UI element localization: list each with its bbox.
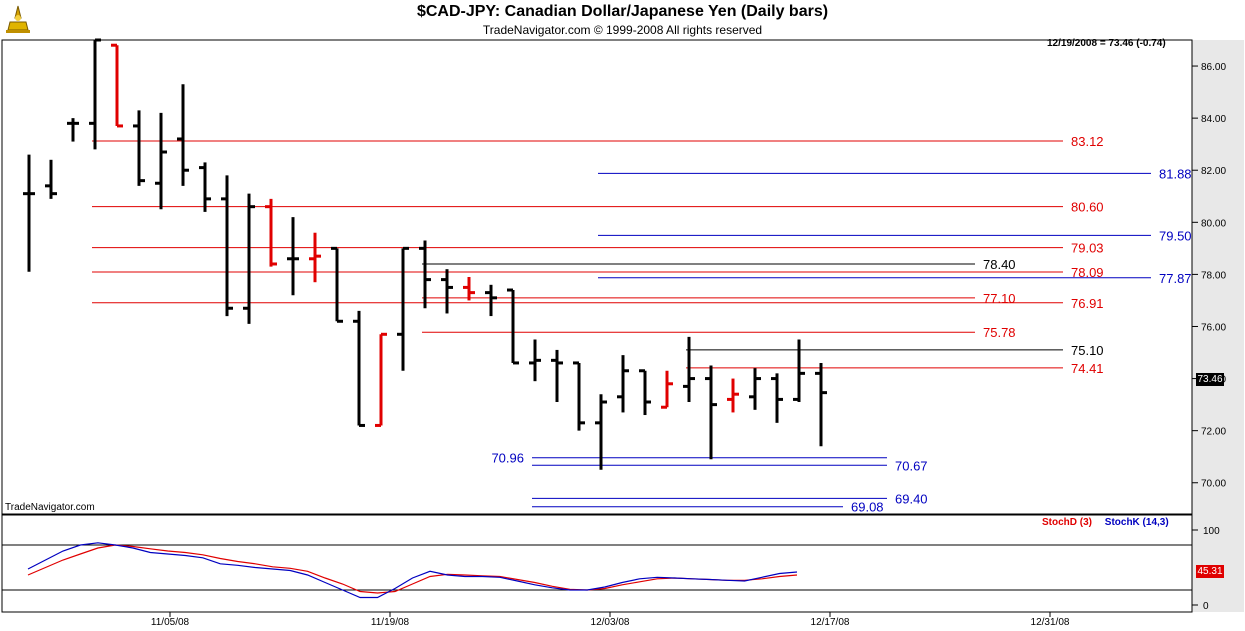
ohlc-bar	[441, 269, 453, 314]
ohlc-bar	[309, 232, 321, 283]
level-label: 83.12	[1071, 134, 1104, 149]
x-tick-label: 12/17/08	[811, 617, 850, 628]
last-price-tag: 73.46	[1196, 373, 1224, 386]
ohlc-bar	[45, 159, 57, 199]
ohlc-bar	[771, 373, 783, 423]
stoch-k-line	[27, 542, 798, 599]
ohlc-bar	[155, 112, 167, 210]
ohlc-bar	[529, 339, 541, 382]
price-panel-frame	[1, 39, 1193, 515]
level-label: 81.88	[1159, 166, 1192, 181]
y-tick-label: 72.00	[1201, 427, 1226, 438]
stochastic-value-tag: 45.31	[1196, 565, 1224, 578]
ohlc-bar	[485, 284, 497, 317]
ohlc-bar	[705, 365, 717, 460]
ohlc-bar	[507, 288, 519, 365]
ohlc-bar	[419, 240, 431, 309]
level-label: 79.03	[1071, 241, 1104, 256]
ohlc-bar	[793, 339, 805, 403]
ohlc-bar	[595, 394, 607, 470]
stoch-d-legend: StochD (3)	[1042, 517, 1092, 528]
level-label: 70.67	[895, 458, 928, 473]
level-label: 76.91	[1071, 296, 1104, 311]
stochastic-legend: StochD (3) StochK (14,3)	[1042, 517, 1169, 528]
y-tick-label: 82.00	[1201, 166, 1226, 177]
ohlc-bar	[463, 277, 475, 301]
x-tick-label: 12/03/08	[591, 617, 630, 628]
ohlc-bar	[133, 110, 145, 186]
ohlc-bar	[287, 217, 299, 296]
watermark-text: TradeNavigator.com	[5, 502, 95, 513]
ohlc-bar	[573, 361, 585, 431]
level-label: 77.10	[983, 291, 1016, 306]
x-tick-label: 12/31/08	[1031, 617, 1070, 628]
y-tick-label: 76.00	[1201, 322, 1226, 333]
level-label: 78.40	[983, 257, 1016, 272]
copyright-text: TradeNavigator.com © 1999-2008 All right…	[482, 23, 763, 37]
stoch-tick-label: 100	[1203, 526, 1220, 537]
ohlc-bar	[353, 310, 365, 427]
ohlc-bar	[815, 362, 827, 447]
chart-header: $CAD-JPY: Canadian Dollar/Japanese Yen (…	[0, 0, 1245, 40]
x-tick-label: 11/05/08	[151, 617, 190, 628]
price-readout: 12/19/2008 = 73.46 (-0.74)	[1047, 38, 1166, 49]
ohlc-bar	[375, 332, 387, 427]
ohlc-bar	[67, 118, 79, 142]
x-tick-label: 11/19/08	[371, 617, 410, 628]
ohlc-bar	[199, 162, 211, 212]
y-tick-label: 78.00	[1201, 270, 1226, 281]
ohlc-bar	[23, 154, 35, 272]
ohlc-bar	[111, 43, 123, 128]
level-label: 70.96	[491, 451, 524, 466]
ohlc-bar	[661, 370, 673, 409]
level-label: 77.87	[1159, 271, 1192, 286]
ohlc-bar	[265, 198, 277, 267]
ohlc-bar	[639, 369, 651, 416]
ohlc-bar	[221, 175, 233, 317]
ohlc-bar	[397, 246, 409, 371]
ohlc-bar	[243, 193, 255, 324]
level-label: 74.41	[1071, 361, 1104, 376]
y-tick-label: 70.00	[1201, 479, 1226, 490]
y-tick-label: 80.00	[1201, 218, 1226, 229]
ohlc-bar	[331, 246, 343, 323]
level-label: 78.09	[1071, 265, 1104, 280]
stoch-tick-label: 0	[1203, 601, 1209, 612]
level-label: 75.10	[1071, 343, 1104, 358]
trade-navigator-logo-icon	[4, 4, 32, 34]
level-label: 69.40	[895, 491, 928, 506]
level-label: 69.08	[851, 500, 884, 515]
ohlc-bar	[683, 336, 695, 403]
stochastic-panel-frame	[1, 514, 1193, 613]
chart-title: $CAD-JPY: Canadian Dollar/Japanese Yen (…	[416, 3, 829, 20]
ohlc-bar	[551, 349, 563, 403]
y-tick-label: 86.00	[1201, 62, 1226, 73]
ohlc-bar	[727, 378, 739, 413]
ohlc-bar	[749, 368, 761, 410]
axis-background	[1192, 40, 1244, 612]
ohlc-bar	[617, 355, 629, 413]
level-label: 79.50	[1159, 228, 1192, 243]
level-label: 75.78	[983, 325, 1016, 340]
y-tick-label: 84.00	[1201, 114, 1226, 125]
ohlc-bar	[177, 84, 189, 186]
level-label: 80.60	[1071, 200, 1104, 215]
stoch-k-legend: StochK (14,3)	[1104, 517, 1169, 528]
ohlc-bar	[89, 38, 101, 150]
